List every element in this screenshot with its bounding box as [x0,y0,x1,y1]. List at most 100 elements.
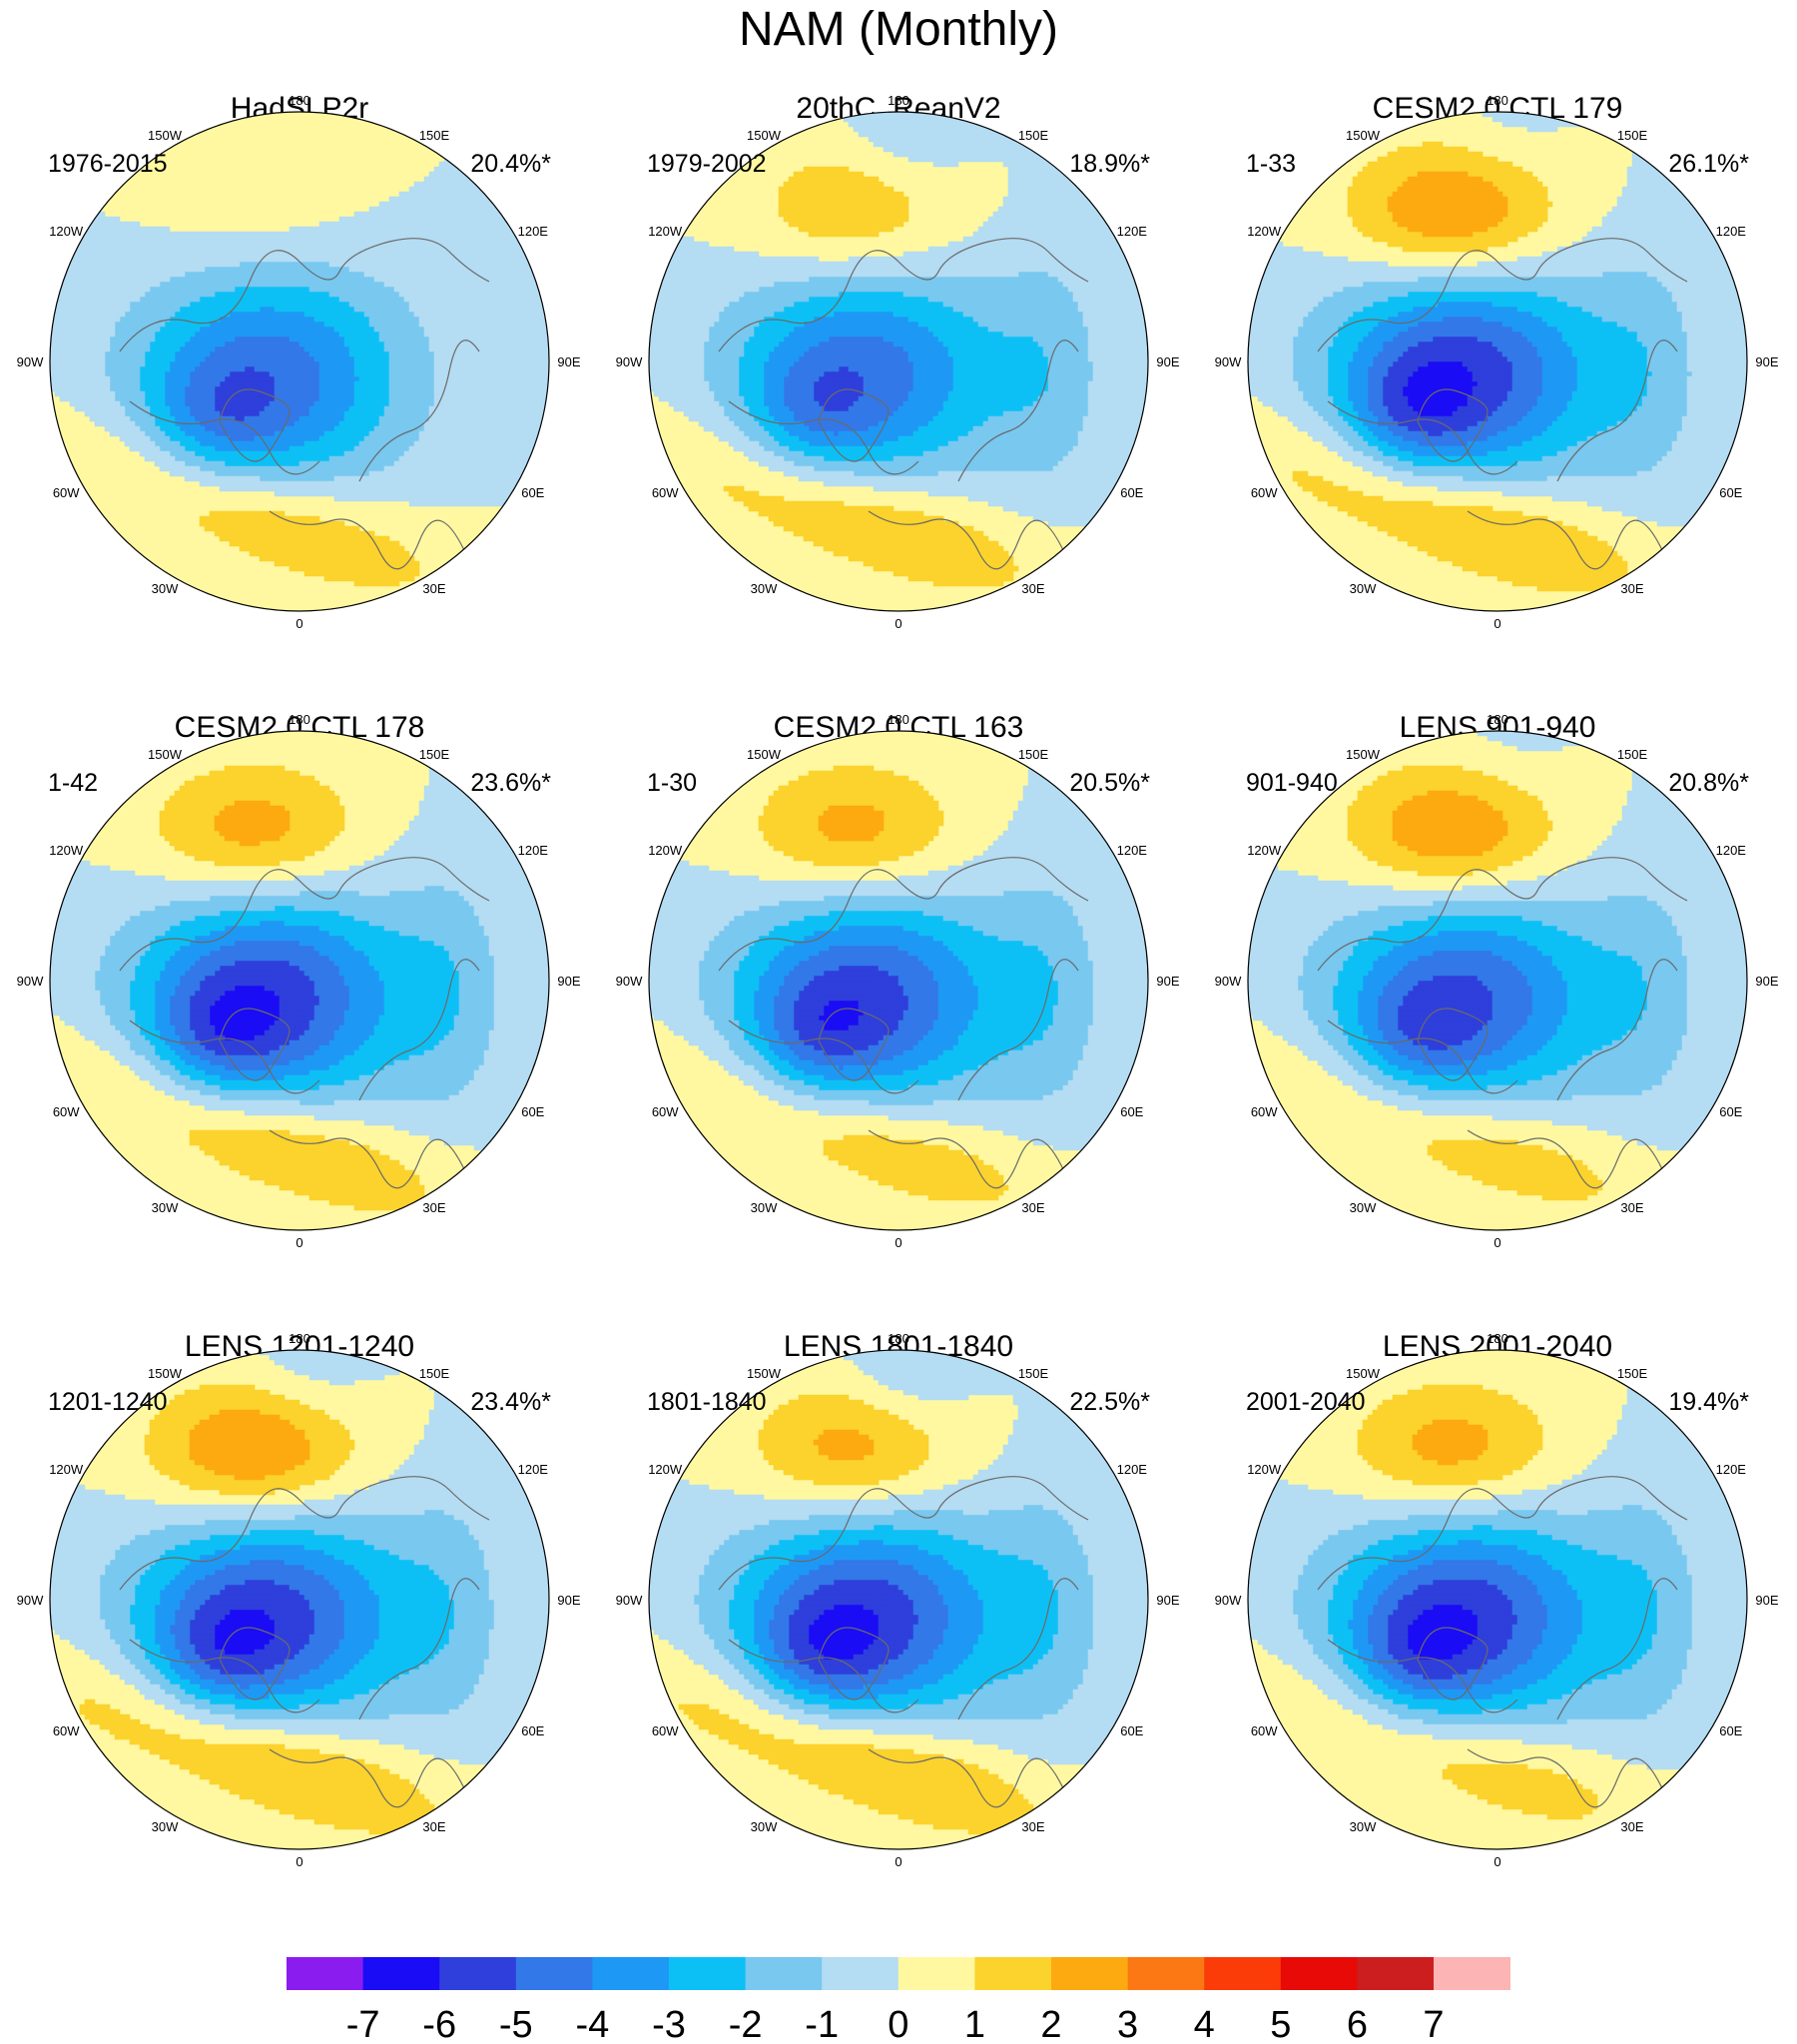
panel-period: 2001-2040 [1246,1388,1366,1416]
colorbar-tick-label: 3 [1117,2004,1138,2044]
longitude-label: 120W [1247,843,1282,858]
longitude-label: 60W [1251,485,1278,500]
longitude-label: 0 [296,1235,302,1250]
panel-period: 1-42 [48,769,99,797]
contour-band [94,885,495,1106]
longitude-label: 90E [557,354,580,369]
explained-variance: 23.4%* [470,1388,551,1416]
colorbar-tick-label: -6 [422,2004,456,2044]
contour-band [189,960,320,1056]
longitude-label: 150E [1018,1366,1049,1381]
longitude-label: 30W [751,1819,778,1834]
longitude-label: 30W [152,1819,179,1834]
longitude-label: 120E [1716,843,1747,858]
longitude-label: 0 [895,1235,901,1250]
longitude-label: 60W [53,1104,80,1119]
longitude-label: 120E [518,1462,549,1477]
contour-band [1327,291,1653,467]
colorbar-tick-label: -2 [729,2004,763,2044]
longitude-label: 180 [289,93,310,108]
contour-band [1332,915,1648,1091]
coastline [119,238,490,570]
longitude-label: 90E [1156,974,1179,989]
map-boundary [49,730,550,1231]
longitude-label: 150W [148,747,183,762]
polar-map: 180 150E 120E 90E 60E 30E 0 30W 60W 90W 120W 150W [17,712,581,1250]
coastline [718,1476,1089,1808]
longitude-label: 0 [296,1854,302,1869]
longitude-label: 60W [652,1723,679,1738]
explained-variance: 23.6%* [470,769,551,797]
colorbar-swatch [1280,1957,1358,1990]
panel-period: 1-30 [647,769,698,797]
polar-map: 180 150E 120E 90E 60E 30E 0 30W 60W 90W 120W 150W [17,1331,581,1869]
longitude-label: 150W [747,1366,782,1381]
longitude-label: 90E [1156,1593,1179,1608]
colorbar-swatch [898,1957,975,1990]
longitude-label: 30W [751,581,778,596]
map-panel: LENS 901-940 180 150E 120E 90E 60E 30E 0 30W 60W 9… [1198,711,1797,1330]
longitude-label: 90E [1156,354,1179,369]
contour-band [1367,1559,1548,1691]
colorbar-tick-label: 5 [1270,2004,1291,2044]
longitude-label: 150W [1346,128,1381,143]
longitude-label: 150W [1346,1366,1381,1381]
colorbar-tick-label: -4 [576,2004,610,2044]
longitude-label: 90W [17,354,44,369]
coastline [1317,857,1688,1189]
contour-band [1397,975,1494,1051]
contour-band [99,1509,495,1720]
map-panel: 20thC_ReanV2 180 150E 120E 90E 60E 30E 0 30W 60W 9… [599,92,1198,711]
explained-variance: 20.4%* [470,150,551,178]
panel-period: 1801-1840 [647,1388,767,1416]
longitude-label: 60E [521,1723,544,1738]
colorbar-swatch [745,1957,823,1990]
colorbar-swatch [822,1957,899,1990]
contour-band [1347,765,1603,1201]
map-panel: LENS 1801-1840 180 150E 120E 90E 60E 30E 0 30W 60… [599,1330,1198,1949]
polar-map: 180 150E 120E 90E 60E 30E 0 30W 60W 90W 120W 150W [616,93,1180,631]
longitude-label: 30W [751,1200,778,1215]
longitude-label: 90E [557,1593,580,1608]
contour-band [1292,141,1628,592]
contour-band [1392,790,1508,857]
longitude-label: 120W [49,1462,84,1477]
longitude-label: 60W [1251,1723,1278,1738]
longitude-label: 90W [1215,354,1242,369]
contour-band [788,1579,919,1676]
polar-map: 180 150E 120E 90E 60E 30E 0 30W 60W 90W 120W 150W [616,1331,1180,1869]
contour-field [1248,1350,1747,1849]
colorbar-tick-label: 6 [1347,2004,1368,2044]
panel-period: 901-940 [1246,769,1338,797]
panel-period: 1979-2002 [647,150,767,178]
longitude-label: 60E [521,485,544,500]
longitude-label: 60E [521,1104,544,1119]
longitude-label: 150E [419,747,450,762]
colorbar-swatch [1204,1957,1282,1990]
longitude-label: 30E [1021,1200,1044,1215]
contour-field [649,112,1148,611]
contour-band [1248,731,1747,1230]
longitude-label: 120E [1117,224,1148,239]
map-boundary [648,1349,1149,1850]
colorbar-swatch [1127,1957,1205,1990]
colorbar-tick-label: 7 [1423,2004,1444,2044]
longitude-label: 30E [422,581,445,596]
contour-field [649,731,1148,1230]
longitude-label: 150W [747,747,782,762]
contour-band [79,1384,435,1835]
map-boundary [1247,1349,1748,1850]
polar-map: 180 150E 120E 90E 60E 30E 0 30W 60W 90W 120W 150W [616,712,1180,1250]
panel-period: 1-33 [1246,150,1297,178]
colorbar-swatch [974,1957,1052,1990]
longitude-label: 150E [419,128,450,143]
contour-band [1387,1579,1518,1681]
contour-field [50,1350,549,1849]
longitude-label: 150E [1617,747,1648,762]
longitude-label: 0 [895,1854,901,1869]
longitude-label: 60E [1719,1723,1742,1738]
longitude-label: 150W [1346,747,1381,762]
polar-map: 180 150E 120E 90E 60E 30E 0 30W 60W 90W 120W 150W [1215,1331,1779,1869]
longitude-label: 180 [289,712,310,727]
contour-band [1377,950,1533,1066]
